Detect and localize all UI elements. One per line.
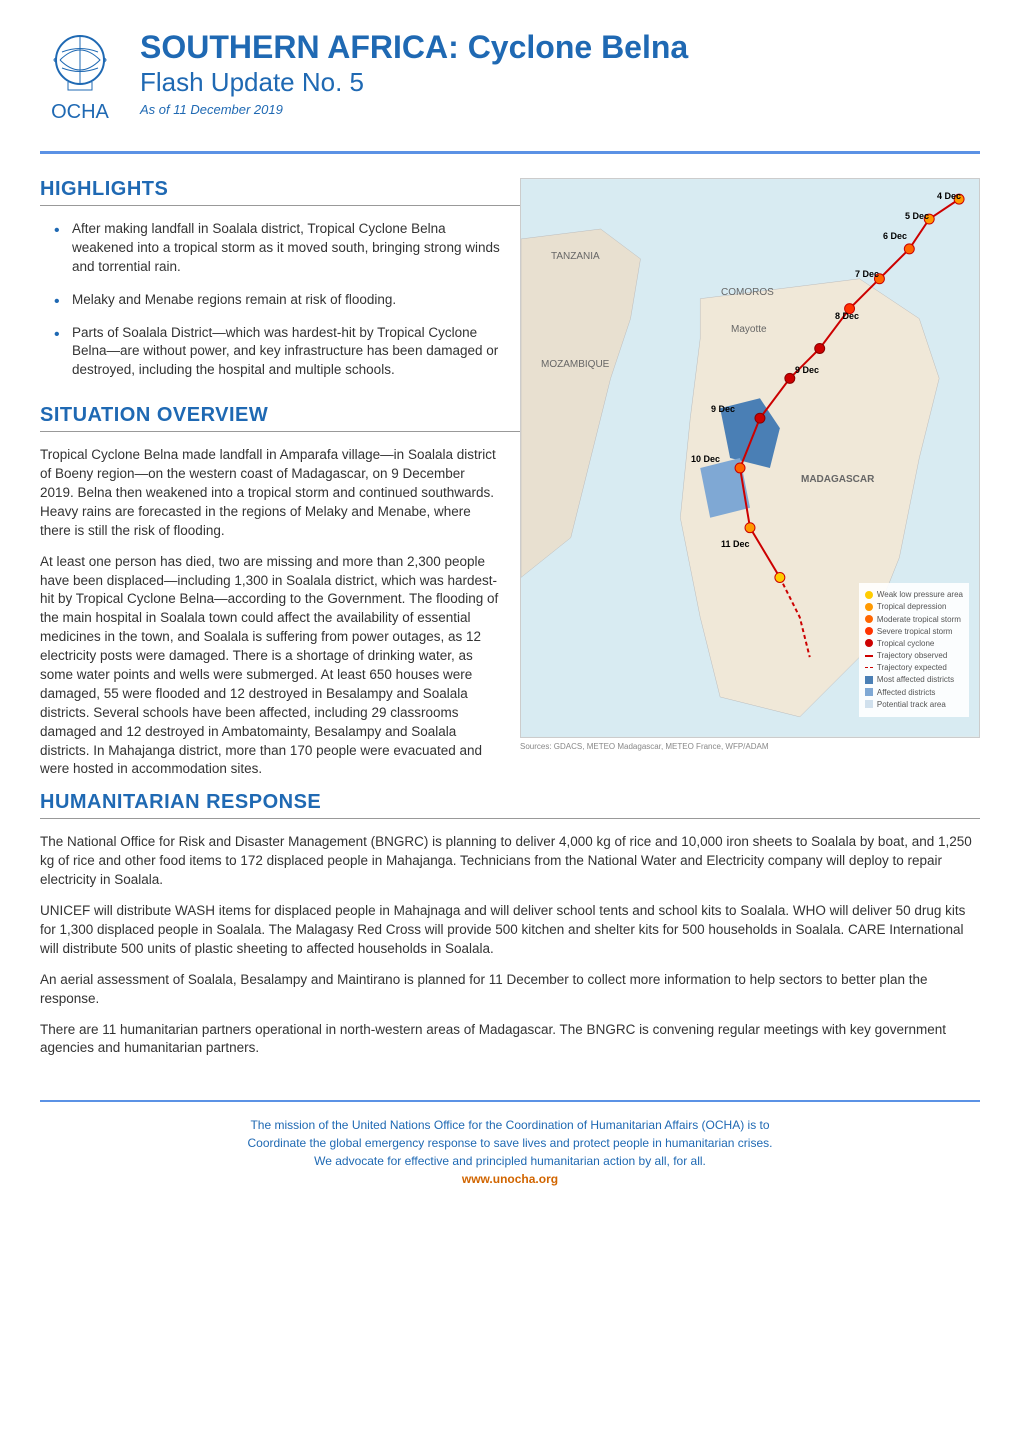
document-date: As of 11 December 2019 xyxy=(140,102,980,117)
map-source-text: Sources: GDACS, METEO Madagascar, METEO … xyxy=(520,742,980,751)
legend-most-affected: Most affected districts xyxy=(877,674,954,685)
map-date-11dec: 11 Dec xyxy=(721,539,750,549)
footer-line: Coordinate the global emergency response… xyxy=(40,1134,980,1152)
highlights-list: After making landfall in Soalala distric… xyxy=(40,220,980,380)
map-date-8dec: 8 Dec xyxy=(835,311,859,321)
highlight-item: Melaky and Menabe regions remain at risk… xyxy=(40,291,980,310)
footer-line: We advocate for effective and principled… xyxy=(40,1152,980,1170)
document-footer: The mission of the United Nations Office… xyxy=(40,1100,980,1188)
legend-severe-storm: Severe tropical storm xyxy=(877,626,953,637)
map-date-9dec-b: 9 Dec xyxy=(711,404,735,414)
header-text-block: SOUTHERN AFRICA: Cyclone Belna Flash Upd… xyxy=(140,30,980,117)
map-legend: Weak low pressure area Tropical depressi… xyxy=(859,583,969,717)
legend-weak-low: Weak low pressure area xyxy=(877,589,963,600)
legend-affected: Affected districts xyxy=(877,687,936,698)
legend-potential-track: Potential track area xyxy=(877,699,946,710)
response-heading: HUMANITARIAN RESPONSE xyxy=(40,791,980,819)
highlight-item: After making landfall in Soalala distric… xyxy=(40,220,980,277)
highlight-item: Parts of Soalala District—which was hard… xyxy=(40,324,980,381)
document-subtitle: Flash Update No. 5 xyxy=(140,67,980,98)
legend-tropical-depression: Tropical depression xyxy=(877,601,947,612)
map-label-madagascar: MADAGASCAR xyxy=(801,474,874,485)
map-date-4dec: 4 Dec xyxy=(937,191,961,201)
footer-line: The mission of the United Nations Office… xyxy=(40,1116,980,1134)
legend-trajectory-expected: Trajectory expected xyxy=(877,662,947,673)
document-title: SOUTHERN AFRICA: Cyclone Belna xyxy=(140,30,980,65)
legend-moderate-storm: Moderate tropical storm xyxy=(877,614,961,625)
legend-trajectory-observed: Trajectory observed xyxy=(877,650,947,661)
ocha-logo: OCHA xyxy=(40,30,120,135)
response-paragraph: An aerial assessment of Soalala, Besalam… xyxy=(40,971,980,1009)
map-date-10dec: 10 Dec xyxy=(691,454,720,464)
document-header: OCHA SOUTHERN AFRICA: Cyclone Belna Flas… xyxy=(40,30,980,154)
svg-text:OCHA: OCHA xyxy=(51,101,109,123)
response-paragraph: The National Office for Risk and Disaste… xyxy=(40,833,980,890)
response-paragraph: UNICEF will distribute WASH items for di… xyxy=(40,902,980,959)
response-paragraph: There are 11 humanitarian partners opera… xyxy=(40,1021,980,1059)
legend-tropical-cyclone: Tropical cyclone xyxy=(877,638,935,649)
footer-url: www.unocha.org xyxy=(40,1170,980,1188)
main-content: TANZANIA COMOROS MOZAMBIQUE Mayotte MADA… xyxy=(40,178,980,1070)
